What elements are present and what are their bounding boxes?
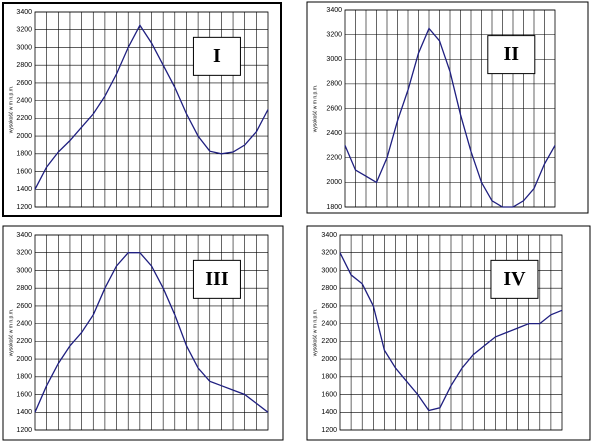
y-tick-label: 2800: [326, 81, 342, 88]
y-tick-label: 1800: [321, 374, 337, 381]
y-tick-label: 2600: [16, 80, 32, 87]
y-tick-label: 1200: [16, 427, 32, 434]
y-tick-label: 2800: [16, 285, 32, 292]
y-axis-label: wysokość w m n.p.m.: [8, 86, 14, 134]
y-tick-label: 3000: [16, 44, 32, 51]
chart-panel: 1200 1400 1600 1800 2000 2200 2400 2600 2800 3000…: [2, 2, 282, 217]
profile-line: [339, 252, 563, 412]
y-tick-label: 3400: [321, 232, 337, 239]
y-tick-label: 1200: [16, 204, 32, 211]
y-tick-label: 1800: [16, 151, 32, 158]
y-tick-label: 2600: [16, 303, 32, 310]
label-box: [487, 35, 536, 75]
y-tick-label: 1200: [321, 427, 337, 434]
profile-line: [34, 252, 269, 413]
y-axis-label: wysokość w m n.p.m.: [312, 85, 318, 133]
y-tick-label: 2600: [321, 303, 337, 310]
y-tick-label: 2400: [16, 320, 32, 327]
label-box: [490, 259, 539, 299]
y-tick-label: 2200: [321, 338, 337, 345]
y-tick-label: 3200: [16, 250, 32, 257]
y-tick-label: 1600: [16, 168, 32, 175]
y-tick-label: 3200: [326, 31, 342, 38]
y-axis-label: wysokość w m n.p.m.: [8, 309, 14, 357]
y-axis-label: wysokość w m n.p.m.: [312, 309, 318, 357]
y-tick-label: 1600: [321, 391, 337, 398]
y-tick-label: 1600: [16, 391, 32, 398]
y-tick-label: 1400: [321, 409, 337, 416]
y-tick-label: 2400: [16, 97, 32, 104]
panel-label: II: [504, 43, 520, 65]
y-tick-label: 2200: [326, 155, 342, 162]
y-tick-label: 3000: [321, 267, 337, 274]
y-tick-label: 2200: [16, 338, 32, 345]
chart-panel: 1200 1400 1600 1800 2000 2200 2400 2600 2800 3000…: [306, 225, 591, 441]
y-tick-label: 2400: [326, 130, 342, 137]
y-tick-label: 3200: [16, 27, 32, 34]
profile-line: [34, 24, 269, 190]
y-tick-label: 2000: [16, 356, 32, 363]
y-tick-label: 3400: [326, 7, 342, 14]
y-tick-label: 2800: [321, 285, 337, 292]
y-tick-label: 3200: [321, 250, 337, 257]
y-tick-label: 2000: [16, 133, 32, 140]
y-tick-label: 1400: [16, 186, 32, 193]
y-tick-label: 2000: [326, 179, 342, 186]
y-tick-label: 3400: [16, 9, 32, 16]
y-tick-label: 2000: [321, 356, 337, 363]
y-tick-label: 1400: [16, 409, 32, 416]
panel-label: I: [213, 45, 221, 67]
panel-label: III: [205, 268, 229, 290]
label-box: [192, 259, 241, 299]
y-tick-label: 2400: [321, 320, 337, 327]
y-tick-label: 1800: [16, 374, 32, 381]
y-tick-label: 2800: [16, 62, 32, 69]
y-tick-label: 3000: [326, 56, 342, 63]
y-tick-label: 3400: [16, 232, 32, 239]
y-tick-label: 2600: [326, 105, 342, 112]
profile-line: [344, 27, 556, 208]
y-tick-label: 1800: [326, 204, 342, 211]
label-box: [192, 36, 241, 76]
y-tick-label: 3000: [16, 267, 32, 274]
y-tick-label: 2200: [16, 115, 32, 122]
panel-label: IV: [503, 268, 526, 290]
chart-panel: 1800 2000 2200 2400 2600 2800 3000 3200 3400 wyso…: [306, 1, 589, 214]
chart-panel: 1200 1400 1600 1800 2000 2200 2400 2600 2800 3000…: [2, 225, 284, 441]
